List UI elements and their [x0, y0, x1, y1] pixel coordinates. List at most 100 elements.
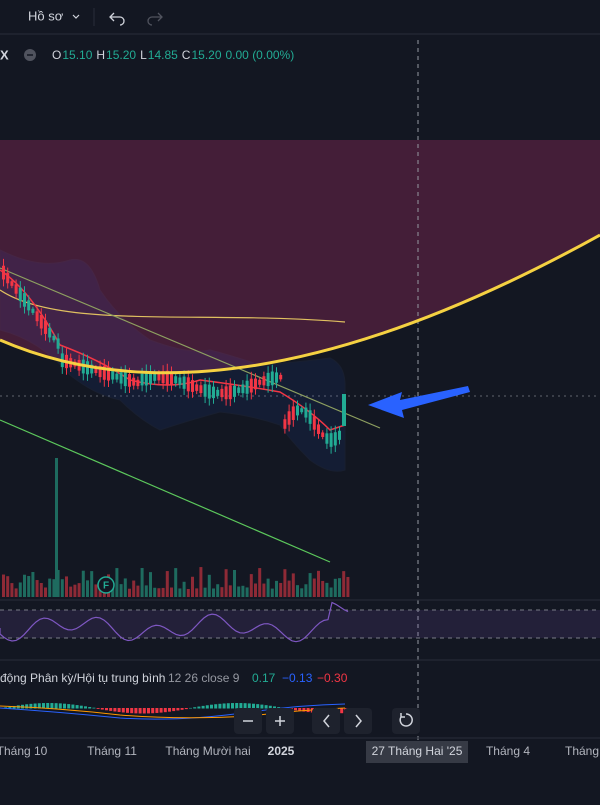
candle-body [325, 433, 329, 444]
time-label: Tháng 11 [87, 744, 137, 758]
volume-bar [35, 580, 39, 597]
candle-body [170, 372, 173, 385]
volume-bar [174, 568, 178, 597]
volume-bar [115, 568, 119, 597]
candle-body [52, 335, 56, 341]
macd-bar [277, 707, 281, 709]
macd-bar [239, 703, 243, 709]
candle-body [10, 281, 14, 286]
volume-bar [308, 573, 312, 597]
volume-bar [296, 585, 299, 597]
macd-line [0, 703, 346, 720]
volume-bar [254, 583, 257, 597]
candle-body [140, 373, 144, 386]
volume-bar [224, 569, 228, 597]
redo-button[interactable] [147, 12, 163, 26]
volume-bar [157, 588, 161, 597]
candle-body [228, 385, 232, 400]
time-label: Tháng Mười hai [165, 744, 250, 758]
volume-bar [333, 578, 337, 597]
candle-body [153, 373, 157, 381]
rsi-band [0, 610, 600, 638]
macd-bar [54, 703, 58, 709]
macd-bar [231, 703, 234, 709]
candle-body [186, 377, 190, 392]
candle-body [132, 377, 136, 386]
volume-bar [203, 587, 207, 597]
ohlc-value: 15.20 [106, 48, 136, 62]
macd-bar [75, 705, 79, 709]
macd-bar [180, 708, 184, 710]
candle-body [6, 272, 10, 284]
candle-body [275, 372, 278, 383]
volume-bar [128, 588, 131, 597]
scroll-left-button[interactable] [312, 708, 340, 734]
volume-bar [90, 571, 94, 597]
volume-bar [18, 582, 22, 597]
macd-bar [205, 705, 209, 709]
candle-body [107, 367, 110, 381]
candle-body [23, 293, 26, 307]
candle-body [174, 376, 178, 384]
signal-value: −0.30 [317, 671, 348, 685]
macd-bar [25, 704, 29, 709]
ohlc-value: 15.20 [191, 48, 221, 62]
trendline-lower [0, 419, 331, 563]
macd-bar [193, 707, 197, 709]
volume-bar [165, 571, 169, 597]
icon [323, 714, 330, 728]
candle-body [14, 284, 18, 294]
candle-body [136, 379, 140, 387]
candle-body [262, 376, 266, 386]
time-label: Tháng 10 [0, 744, 48, 758]
candle-body [212, 386, 215, 399]
volume-bar [52, 579, 56, 597]
scroll-right-button[interactable] [344, 708, 372, 734]
volume-bar [300, 588, 304, 597]
candle-body [342, 394, 346, 426]
candle-body [2, 265, 5, 280]
candle-body [182, 376, 186, 389]
undo-button[interactable] [109, 12, 125, 26]
macd-bar [268, 705, 272, 709]
macd-bar [71, 704, 75, 709]
macd-bar [176, 708, 180, 711]
macd-bar [260, 704, 264, 709]
volume-bar [346, 576, 350, 597]
macd-bar [84, 706, 87, 709]
volume-bar [161, 587, 165, 597]
change-value: 0.00 (0.00%) [226, 48, 295, 62]
candle-body [338, 430, 341, 440]
macd-bar [168, 708, 171, 712]
macd-bar [340, 708, 344, 714]
volume-bar [65, 576, 68, 597]
macd-bar [142, 708, 146, 714]
volume-bar [325, 582, 329, 597]
macd-bar [117, 708, 121, 713]
candle-body [56, 338, 60, 349]
candle-body [270, 371, 274, 386]
candle-body [18, 287, 22, 302]
volume-bar [249, 574, 253, 597]
annotation-arrow [368, 386, 470, 418]
volume-bar [207, 574, 211, 597]
macd-bar [226, 703, 230, 709]
marker-badge[interactable] [97, 576, 115, 594]
volume-bar [212, 588, 215, 597]
volume-bar [191, 576, 194, 597]
reset-button[interactable] [392, 708, 420, 734]
volume-bar [266, 578, 270, 597]
signal-line [0, 705, 346, 719]
volume-bar [220, 587, 224, 597]
volume-bar [178, 588, 182, 597]
volume-bar [199, 567, 203, 597]
volume-bar [228, 585, 232, 597]
candle-body [111, 371, 115, 380]
macd-histogram-value: 0.17 [252, 671, 276, 685]
volume-bar [81, 570, 85, 597]
profile-button[interactable]: Hồ sơ [28, 8, 64, 23]
highlight-zone [0, 140, 600, 373]
indicator-params: 12 26 close 9 [168, 671, 240, 685]
candle-body [241, 384, 245, 394]
